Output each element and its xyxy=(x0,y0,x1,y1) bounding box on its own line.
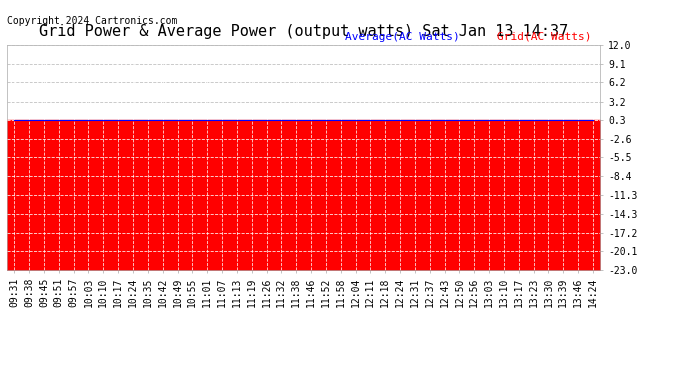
Text: Average(AC Watts): Average(AC Watts) xyxy=(345,32,460,42)
Text: Grid(AC Watts): Grid(AC Watts) xyxy=(497,32,591,42)
Text: Grid Power & Average Power (output watts) Sat Jan 13 14:37: Grid Power & Average Power (output watts… xyxy=(39,24,569,39)
Text: Copyright 2024 Cartronics.com: Copyright 2024 Cartronics.com xyxy=(7,16,177,26)
